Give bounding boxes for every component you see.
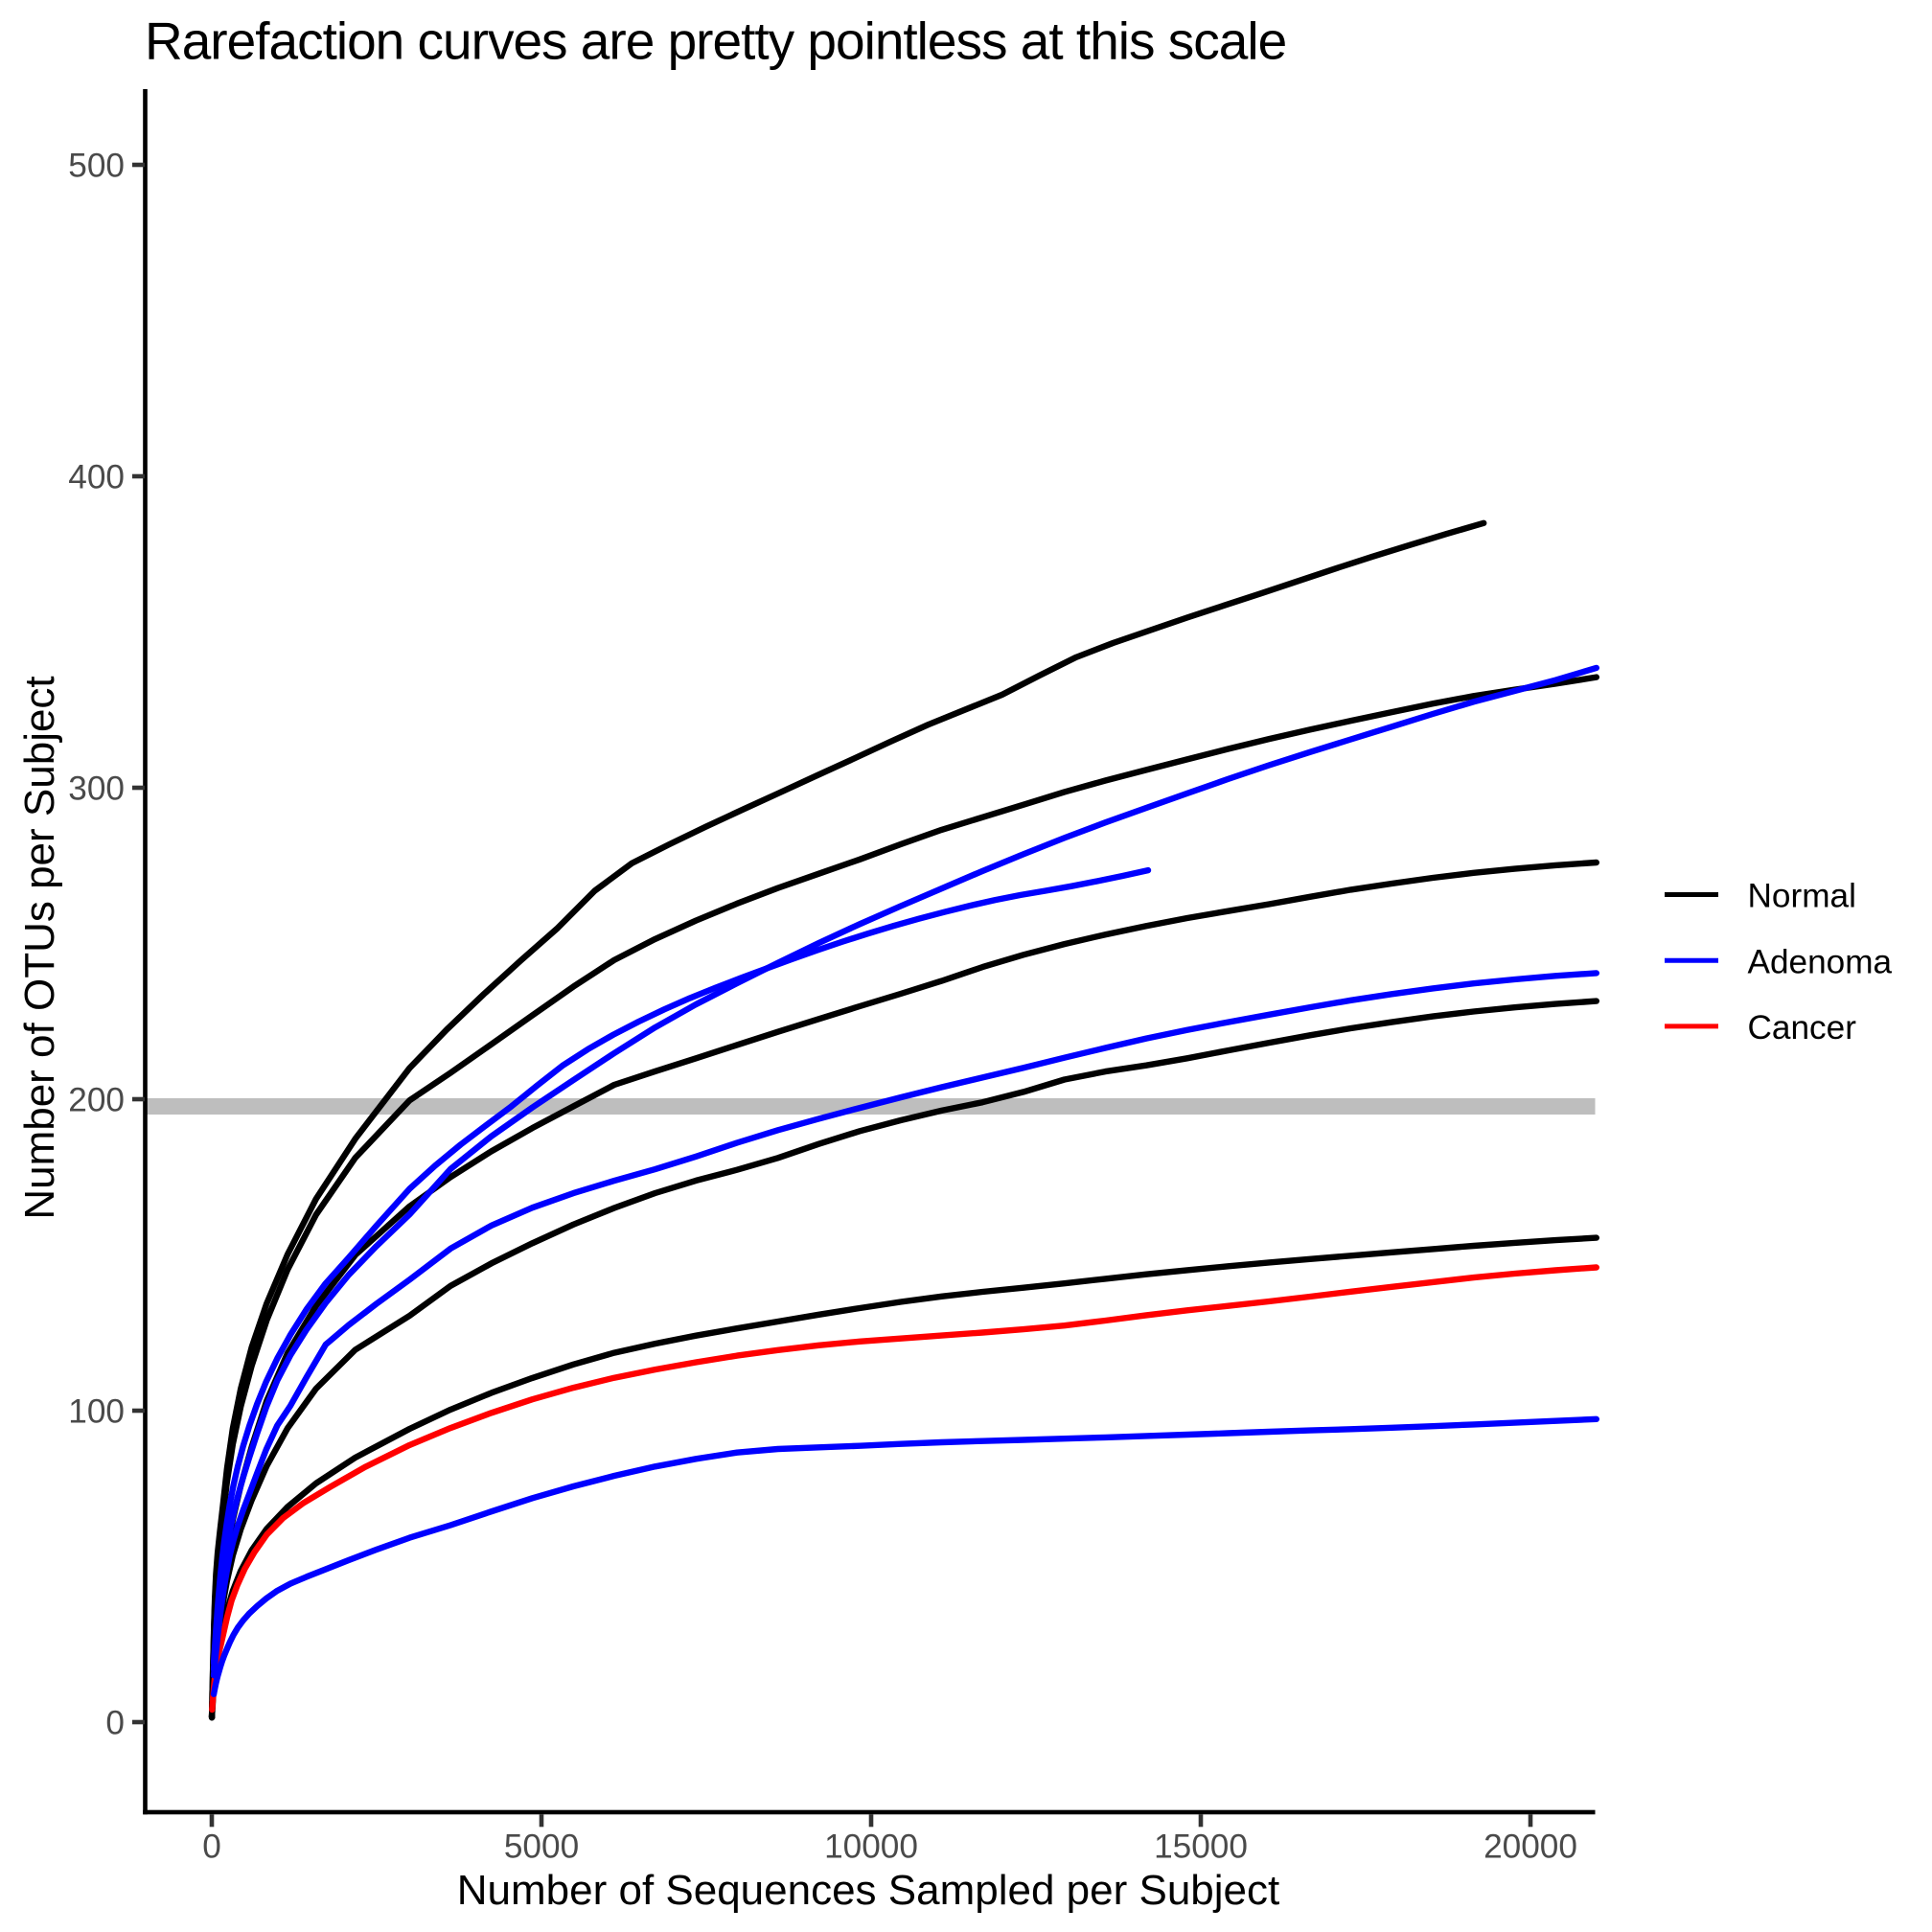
svg-text:Rarefaction curves are pretty: Rarefaction curves are pretty pointless … bbox=[145, 12, 1286, 71]
svg-text:Normal: Normal bbox=[1748, 878, 1856, 915]
svg-text:Number of Sequences Sampled pe: Number of Sequences Sampled per Subject bbox=[457, 1867, 1280, 1914]
svg-text:100: 100 bbox=[68, 1393, 125, 1431]
svg-text:400: 400 bbox=[68, 459, 125, 496]
svg-text:10000: 10000 bbox=[824, 1828, 918, 1866]
svg-text:200: 200 bbox=[68, 1082, 125, 1119]
svg-text:15000: 15000 bbox=[1154, 1828, 1248, 1866]
svg-text:Number of OTUs per Subject: Number of OTUs per Subject bbox=[16, 676, 63, 1219]
svg-text:0: 0 bbox=[202, 1828, 221, 1866]
svg-text:5000: 5000 bbox=[504, 1828, 579, 1866]
svg-text:Adenoma: Adenoma bbox=[1748, 943, 1893, 980]
svg-text:300: 300 bbox=[68, 770, 125, 808]
svg-text:20000: 20000 bbox=[1484, 1828, 1577, 1866]
svg-text:Cancer: Cancer bbox=[1748, 1009, 1857, 1046]
svg-text:0: 0 bbox=[105, 1705, 125, 1742]
svg-text:500: 500 bbox=[68, 148, 125, 185]
